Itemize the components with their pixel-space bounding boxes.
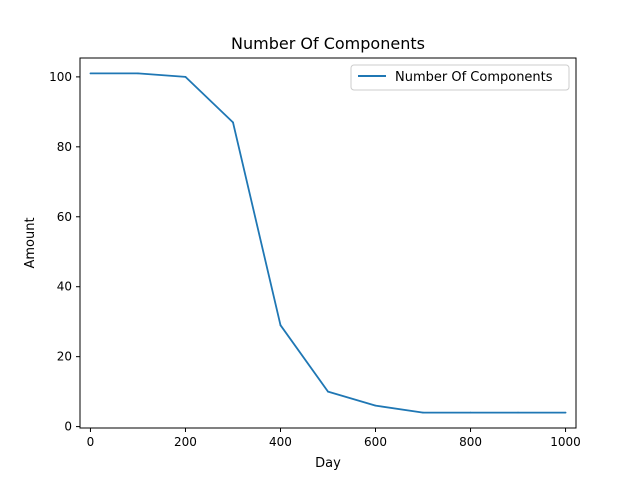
legend: Number Of Components <box>350 64 570 91</box>
x-axis: 0 200 400 600 800 1000 <box>87 428 581 449</box>
y-axis-label: Amount <box>23 217 38 268</box>
y-tick-label: 100 <box>49 70 72 84</box>
data-point <box>232 121 234 124</box>
series-layer <box>89 72 567 414</box>
data-point <box>422 411 424 414</box>
y-axis: 0 20 40 60 80 100 <box>49 70 80 434</box>
legend-entry-label: Number Of Components <box>395 70 553 85</box>
y-tick-label: 0 <box>64 420 72 434</box>
data-point <box>184 75 187 78</box>
data-point <box>279 324 282 327</box>
legend-box <box>350 64 570 91</box>
plot-frame <box>79 57 577 429</box>
plot-area: 0 200 400 600 800 1000 0 20 40 60 80 100 <box>49 57 581 449</box>
data-point <box>327 390 329 393</box>
y-tick-label: 40 <box>57 280 72 294</box>
data-point <box>517 411 519 414</box>
data-point <box>89 72 92 75</box>
x-tick-label: 1000 <box>550 435 581 449</box>
data-point <box>137 72 139 75</box>
x-tick-label: 600 <box>364 435 387 449</box>
x-tick-label: 200 <box>174 435 197 449</box>
chart-title: Number Of Components <box>231 34 425 53</box>
y-tick-label: 80 <box>57 140 72 154</box>
data-point <box>374 404 377 407</box>
x-tick-label: 800 <box>459 435 482 449</box>
x-axis-label: Day <box>315 456 341 471</box>
y-tick-label: 20 <box>57 350 72 364</box>
data-point <box>469 411 472 414</box>
x-tick-label: 0 <box>87 435 95 449</box>
y-tick-label: 60 <box>57 210 72 224</box>
data-point <box>564 411 567 414</box>
x-tick-label: 400 <box>269 435 292 449</box>
